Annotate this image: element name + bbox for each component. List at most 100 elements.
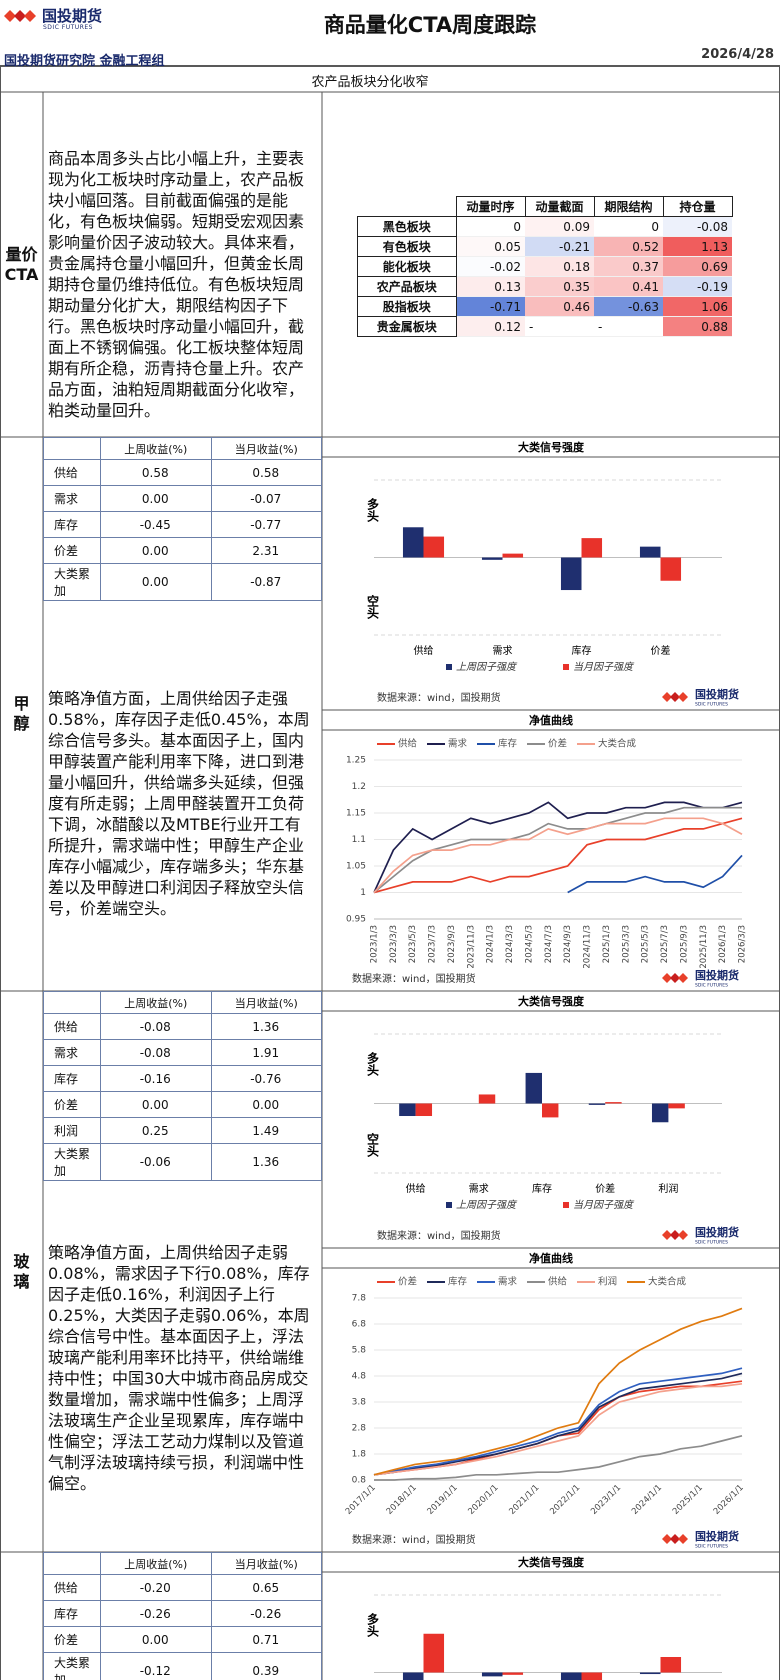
y-tick-label: 7.8	[352, 1294, 367, 1304]
bar	[581, 538, 603, 558]
source: 数据来源：wind，国投期货	[377, 691, 501, 704]
heat-cell: 1.13	[663, 236, 732, 257]
x-tick-label: 2023/1/1	[589, 1483, 623, 1517]
bar	[560, 1672, 582, 1680]
heat-cell: 0.46	[525, 296, 594, 317]
factor-row: 供给 -0.08 1.36	[43, 1013, 322, 1040]
x-tick-label: 2025/9/3	[679, 925, 689, 963]
legend-label: 当月因子强度	[573, 661, 635, 673]
x-tick-label: 2018/1/1	[385, 1483, 419, 1517]
bar	[660, 557, 682, 581]
factor-row: 供给 -0.20 0.65	[43, 1574, 322, 1601]
logo-subtext: SDIC FUTURES	[695, 702, 728, 708]
heat-cell: 1.06	[663, 296, 732, 317]
legend-label: 供给	[398, 738, 418, 750]
heat-row: 贵金属板块 0.12- -0.88	[357, 316, 732, 337]
y-label-bottom: 空头	[366, 594, 380, 620]
x-tick-label: 价差	[651, 644, 671, 657]
series-line	[373, 1372, 743, 1476]
factor-row: 需求 -0.08 1.91	[43, 1039, 322, 1066]
series-line	[373, 801, 743, 893]
factor-table: 上周收益(%) 当月收益(%) 供给 -0.20 0.65 库存 -0.26 -0.26 价差 0…	[43, 1552, 322, 1680]
legend-label: 库存	[448, 1276, 468, 1288]
logo-mark	[678, 692, 688, 702]
factor-name: 需求	[43, 1039, 101, 1066]
bar	[478, 1094, 496, 1104]
bar	[502, 553, 524, 558]
factor-value: 0.71	[210, 1626, 322, 1653]
header-row: 动量时序 动量截面 期限结构 持仓量	[358, 196, 733, 217]
logo-mark	[670, 692, 680, 702]
legend-label: 大类合成	[648, 1276, 687, 1288]
heat-cell: 0.52	[594, 236, 663, 257]
x-tick-label: 2024/9/3	[563, 925, 573, 963]
bar	[639, 1672, 661, 1675]
heat-cell: 0.69	[663, 256, 732, 277]
column-header: 上周收益(%)	[100, 1552, 212, 1575]
x-tick-label: 2024/5/3	[524, 925, 534, 963]
column-header: 当月收益(%)	[210, 437, 322, 460]
x-tick-label: 2026/1/1	[712, 1483, 746, 1517]
column-header: 上周收益(%)	[100, 991, 212, 1014]
factor-value: 0.00	[100, 563, 212, 601]
corner	[358, 197, 457, 217]
source: 数据来源：wind，国投期货	[352, 972, 476, 985]
factor-value: -0.87	[210, 563, 322, 601]
heat-cell: -	[525, 316, 594, 337]
y-label-bottom: 空头	[366, 1132, 380, 1158]
bar	[542, 1103, 559, 1118]
bar	[402, 1672, 424, 1680]
row-label: 股指板块	[357, 296, 457, 317]
factor-value: 0.00	[100, 1626, 212, 1653]
x-tick-label: 库存	[572, 644, 592, 657]
factor-value: -0.26	[100, 1600, 212, 1627]
y-tick-label: 0.95	[346, 915, 366, 925]
x-tick-label: 2025/1/3	[602, 925, 612, 963]
factor-name: 供给	[43, 459, 101, 486]
bar	[605, 1102, 622, 1104]
factor-name: 大类累加	[43, 1652, 101, 1680]
factor-value: -0.07	[210, 485, 322, 512]
x-tick-label: 2026/1/3	[718, 925, 728, 963]
x-tick-label: 2023/3/3	[389, 925, 399, 963]
bar	[402, 527, 424, 558]
y-tick-label: 1.2	[352, 782, 366, 792]
column-header: 上周收益(%)	[100, 437, 212, 460]
header-row: 上周收益(%) 当月收益(%)	[43, 437, 322, 460]
series-line	[373, 817, 743, 894]
x-tick-label: 2024/7/3	[544, 925, 554, 963]
bar	[651, 1103, 669, 1123]
heat-cell: -	[594, 316, 663, 337]
series-line	[567, 854, 743, 894]
heat-cell: -0.63	[594, 296, 663, 317]
heat-cell: 0.12	[456, 316, 525, 337]
legend-swatch	[563, 1202, 569, 1208]
factor-row: 库存 -0.16 -0.76	[43, 1065, 322, 1092]
x-tick-label: 2022/1/1	[548, 1483, 582, 1517]
factor-value: 0.58	[100, 459, 212, 486]
bar	[423, 536, 445, 558]
summary-label-box: 量价CTA	[0, 92, 43, 437]
y-tick-label: 1.15	[346, 809, 366, 819]
row-label: 黑色板块	[357, 216, 457, 237]
chart-title: 大类信号强度	[518, 440, 585, 454]
factor-row: 利润 0.25 1.49	[43, 1117, 322, 1144]
logo-subtext: SDIC FUTURES	[695, 1240, 728, 1246]
factor-value: 1.49	[210, 1117, 322, 1144]
x-tick-label: 2023/1/3	[370, 925, 380, 963]
corner	[43, 991, 101, 1014]
x-tick-label: 2025/7/3	[660, 925, 670, 963]
y-tick-label: 1	[360, 888, 366, 898]
x-tick-label: 2019/1/1	[426, 1483, 460, 1517]
row-label: 贵金属板块	[357, 316, 457, 337]
chart-title: 大类信号强度	[518, 1555, 585, 1569]
logo-mark	[670, 1230, 680, 1240]
y-label-top: 多头	[366, 497, 380, 523]
heat-row: 有色板块 0.05 -0.21 0.52 1.13	[357, 236, 732, 257]
x-tick-label: 2026/3/3	[738, 925, 748, 963]
bar	[481, 557, 503, 560]
factor-name: 供给	[43, 1013, 101, 1040]
section-label-box: 甲醇	[0, 437, 43, 991]
factor-value: -0.76	[210, 1065, 322, 1092]
